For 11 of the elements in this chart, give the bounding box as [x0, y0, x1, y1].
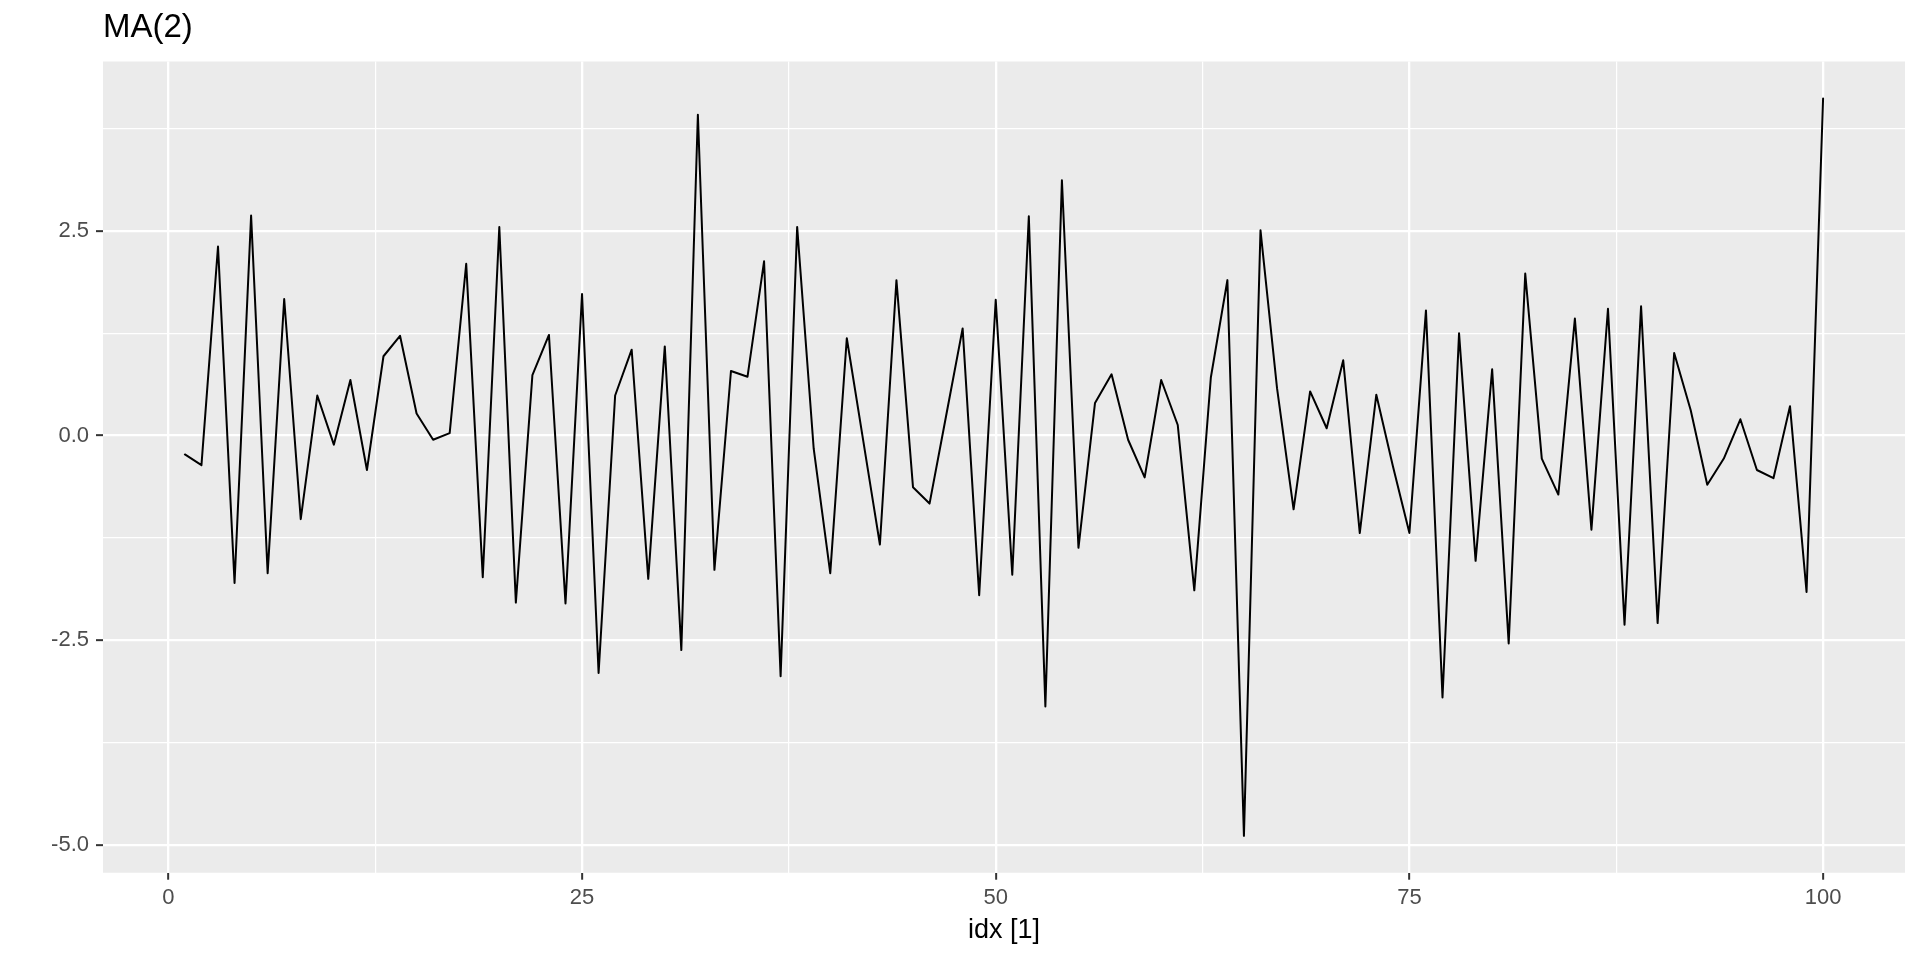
x-tick-label: 25 [569, 883, 595, 909]
y-tick-label: 0.0 [58, 421, 89, 447]
x-tick-label: 0 [162, 883, 175, 909]
y-tick-label: 2.5 [58, 217, 89, 243]
chart-title: MA(2) [103, 6, 193, 44]
x-tick-label: 50 [983, 883, 1008, 909]
x-axis-title: idx [1] [967, 914, 1041, 945]
x-tick-label: 75 [1397, 883, 1422, 909]
y-tick-label: -2.5 [51, 626, 89, 652]
y-tick-label: -5.0 [51, 830, 89, 856]
x-tick-label: 100 [1804, 883, 1842, 909]
